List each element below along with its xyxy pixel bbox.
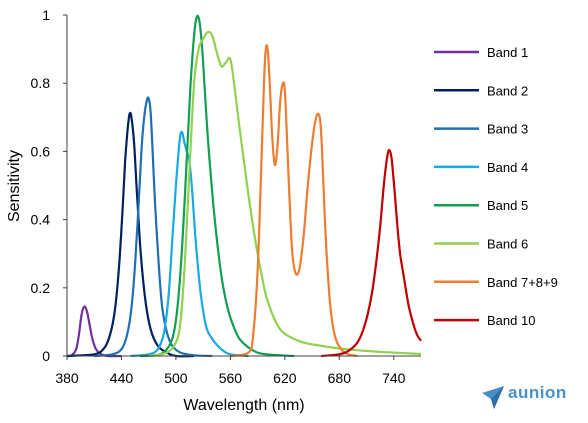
x-tick-label: 740 [382,370,406,386]
y-tick-label: 0.8 [31,75,51,91]
legend-label-4: Band 4 [487,160,528,175]
series-line-4 [130,130,249,358]
x-tick-label: 620 [273,370,297,386]
y-tick-label: 0.4 [31,212,51,228]
x-tick-label: 440 [110,370,134,386]
series-line-7 [230,44,358,358]
legend-label-7: Band 7+8+9 [487,275,558,290]
series-line-5 [139,14,294,358]
y-tick-label: 0.2 [31,280,51,296]
legend-label-8: Band 10 [487,313,535,328]
legend-label-3: Band 3 [487,122,528,137]
x-tick-label: 380 [55,370,79,386]
y-tick-label: 1 [42,7,50,23]
y-tick-label: 0 [42,348,50,364]
x-tick-label: 680 [328,370,352,386]
brand-name: aunion [508,383,567,402]
aunion-logo-icon [482,386,504,409]
aunion-logo: aunion [480,381,584,419]
legend-label-6: Band 6 [487,237,528,252]
series-line-2 [66,111,195,358]
series-line-8 [321,149,422,358]
legend-label-2: Band 2 [487,83,528,98]
legend: Band 1 Band 2 Band 3 Band 4 Band 5 Band 6 Band… [434,45,558,328]
y-axis-title: Sensitivity [6,150,23,222]
x-axis-title: Wavelength (nm) [183,397,304,414]
legend-label-1: Band 1 [487,45,528,60]
y-tick-label: 0.6 [31,143,51,159]
x-tick-label: 500 [164,370,188,386]
legend-label-5: Band 5 [487,198,528,213]
series-line-6 [148,30,422,358]
series-line-1 [66,305,122,358]
x-tick-label: 560 [219,370,243,386]
